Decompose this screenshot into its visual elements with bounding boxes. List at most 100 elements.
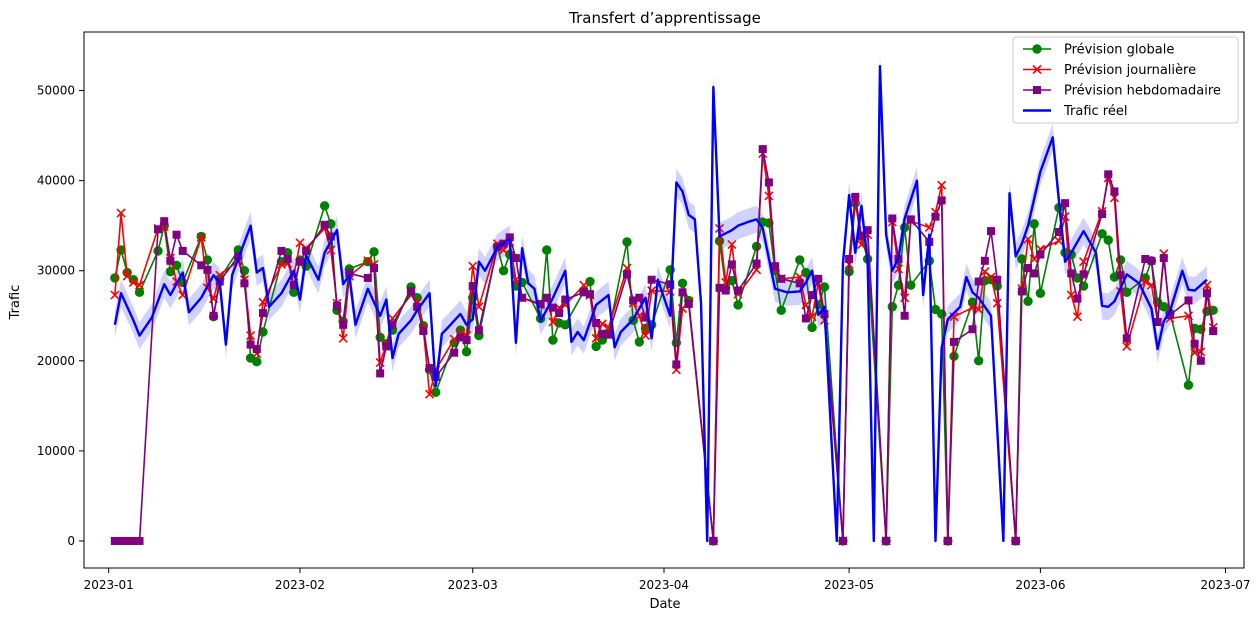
data-point (178, 246, 187, 255)
data-point (1159, 254, 1168, 263)
data-point (888, 214, 897, 223)
data-point (1116, 271, 1125, 280)
data-point (752, 259, 761, 268)
data-point (640, 331, 651, 341)
data-point (252, 357, 262, 367)
data-point (172, 230, 181, 239)
data-point (734, 286, 743, 295)
data-point (641, 313, 650, 322)
data-point (727, 240, 737, 250)
data-point (1030, 269, 1039, 278)
data-point (629, 296, 638, 305)
data-point (1024, 264, 1033, 273)
data-point (548, 303, 557, 312)
data-point (666, 280, 675, 289)
data-point (1140, 276, 1150, 287)
data-point (240, 279, 249, 288)
data-point (197, 261, 206, 270)
data-point (993, 275, 1002, 284)
data-point (338, 333, 348, 343)
legend-marker (1032, 44, 1042, 54)
data-point (110, 290, 120, 300)
data-point (591, 341, 601, 352)
data-point (1073, 294, 1082, 303)
data-point (498, 266, 509, 276)
data-point (1054, 227, 1063, 236)
data-point (764, 191, 774, 201)
data-point (987, 227, 996, 236)
data-point (857, 231, 866, 240)
data-point (801, 314, 810, 323)
data-point (511, 254, 520, 263)
x-tick-label: 2023-03 (448, 578, 498, 592)
data-point (326, 232, 335, 241)
data-point (548, 317, 558, 327)
data-point (153, 246, 163, 256)
data-point (795, 255, 805, 265)
data-point (289, 281, 298, 290)
data-point (1067, 269, 1076, 278)
data-point (258, 309, 267, 318)
series-line (113, 65, 1208, 543)
data-point (764, 178, 773, 187)
y-axis: 0 10000 20000 30000 40000 50000 (37, 84, 84, 548)
legend: Prévision globale Prévision journalière Pr… (1012, 36, 1239, 124)
y-tick-label: 20000 (37, 354, 75, 368)
data-point (252, 345, 261, 354)
data-point (1122, 341, 1132, 351)
data-point (363, 273, 372, 282)
data-point (974, 277, 983, 286)
data-point (468, 261, 478, 271)
data-point (845, 255, 854, 264)
data-point (1097, 229, 1107, 239)
data-point (295, 257, 304, 266)
data-point (320, 220, 329, 229)
data-point (110, 536, 119, 545)
data-point (134, 280, 145, 290)
data-point (425, 364, 434, 373)
data-point (604, 330, 613, 339)
data-point (943, 536, 952, 545)
legend-item: Trafic réel (1023, 104, 1127, 119)
y-tick-label: 10000 (37, 444, 75, 458)
data-point (1103, 235, 1113, 245)
data-point (992, 298, 1002, 308)
data-point (635, 293, 644, 302)
data-point (1023, 296, 1033, 307)
data-point (246, 331, 256, 341)
data-point (715, 283, 724, 292)
data-point (123, 536, 132, 545)
data-point (709, 536, 718, 545)
x-axis-label: Date (649, 597, 680, 612)
data-point (906, 215, 915, 224)
data-point (721, 286, 730, 295)
data-point (302, 246, 311, 255)
data-point (461, 347, 472, 357)
data-point (369, 247, 379, 257)
data-point (758, 145, 767, 154)
data-point (592, 318, 601, 327)
x-tick-label: 2023-05 (824, 578, 874, 592)
y-tick-label: 0 (67, 534, 75, 548)
data-point (1017, 287, 1026, 296)
series-prevision-globale (110, 198, 1218, 546)
x-tick-label: 2023-06 (1015, 578, 1065, 592)
legend-marker (1032, 64, 1042, 75)
data-point (585, 276, 595, 287)
data-point (863, 226, 872, 235)
data-point (419, 327, 428, 336)
data-point (548, 335, 558, 345)
data-point (1104, 170, 1113, 179)
data-point (474, 326, 483, 335)
data-point (110, 273, 120, 283)
data-point (1147, 256, 1156, 265)
data-point (937, 180, 947, 190)
legend-item: Prévision globale (1023, 43, 1174, 58)
data-point (413, 302, 422, 311)
data-point (319, 201, 330, 211)
series-line (114, 152, 1214, 542)
data-point (536, 300, 545, 309)
x-axis: 2023-01 2023-02 2023-03 2023-04 2023-05 2023-… (84, 568, 1251, 592)
data-point (585, 290, 594, 299)
